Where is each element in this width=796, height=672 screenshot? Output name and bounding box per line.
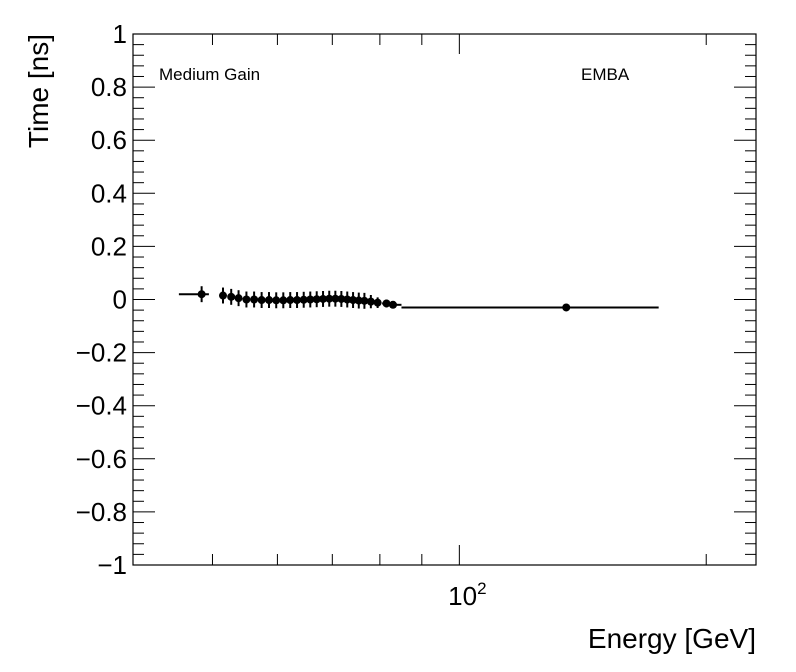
- data-points: [178, 286, 659, 312]
- data-point: [312, 291, 321, 308]
- point-marker: [286, 296, 295, 305]
- data-point: [286, 292, 295, 308]
- point-marker: [299, 295, 308, 304]
- point-marker: [337, 294, 346, 303]
- annotation-partition: EMBA: [581, 65, 630, 84]
- data-point: [272, 292, 281, 309]
- y-tick-label: 0.2: [91, 231, 127, 261]
- data-point: [227, 288, 236, 305]
- point-marker: [331, 294, 340, 303]
- point-marker: [293, 296, 302, 305]
- data-point: [319, 291, 328, 307]
- data-point: [331, 290, 340, 307]
- point-marker: [366, 297, 375, 306]
- y-tick-label: −0.4: [76, 391, 127, 421]
- point-marker: [265, 296, 274, 305]
- annotation-gain: Medium Gain: [159, 65, 260, 84]
- x-tick-label-100: 102: [448, 579, 486, 611]
- data-point: [242, 291, 251, 308]
- point-marker: [197, 290, 206, 299]
- point-marker: [227, 292, 236, 301]
- y-tick-label: −0.8: [76, 497, 127, 527]
- point-marker: [279, 296, 288, 305]
- data-point: [178, 286, 209, 303]
- data-point: [265, 292, 274, 308]
- point-marker: [360, 296, 369, 305]
- data-point: [343, 291, 352, 308]
- data-point: [257, 292, 266, 308]
- y-axis-ticks: −1 −0.8 −0.6 −0.4 −0.2 0 0.2 0.4 0.6 0.8 1: [76, 19, 756, 580]
- data-point: [279, 292, 288, 309]
- y-tick-label: −0.2: [76, 338, 127, 368]
- point-marker: [257, 296, 266, 305]
- x-axis-ticks: [132, 34, 707, 565]
- data-point: [293, 292, 302, 308]
- point-marker: [219, 291, 228, 300]
- point-marker: [343, 295, 352, 304]
- point-marker: [272, 296, 281, 305]
- point-marker: [312, 295, 321, 304]
- data-point: [250, 291, 259, 308]
- x-tick-label-exponent: 2: [477, 579, 486, 598]
- data-point: [354, 292, 363, 309]
- data-point: [360, 292, 369, 309]
- y-tick-label: 0: [113, 285, 127, 315]
- point-marker: [319, 294, 328, 303]
- x-tick-label-base: 10: [448, 581, 477, 611]
- data-point: [219, 287, 228, 304]
- point-marker: [373, 298, 382, 307]
- point-marker: [306, 295, 315, 304]
- x-axis-title: Energy [GeV]: [588, 623, 756, 654]
- point-marker: [354, 296, 363, 305]
- data-point: [337, 291, 346, 307]
- data-point: [299, 291, 308, 308]
- point-marker: [382, 299, 391, 308]
- data-point: [373, 297, 382, 308]
- y-tick-label: 0.8: [91, 72, 127, 102]
- point-marker: [388, 300, 397, 309]
- y-axis-title: Time [ns]: [23, 34, 54, 148]
- point-marker: [234, 294, 243, 303]
- y-tick-label: 0.6: [91, 125, 127, 155]
- point-marker: [242, 295, 251, 304]
- point-marker: [250, 295, 259, 304]
- y-tick-label: −0.6: [76, 444, 127, 474]
- y-tick-label: −1: [97, 550, 127, 580]
- point-marker: [325, 294, 334, 303]
- y-tick-label: 1: [113, 19, 127, 49]
- data-point: [366, 294, 375, 309]
- y-tick-label: 0.4: [91, 178, 127, 208]
- data-point: [306, 291, 315, 308]
- point-marker: [562, 303, 571, 312]
- data-point: [401, 303, 659, 312]
- data-point: [234, 290, 243, 307]
- data-point: [388, 300, 402, 309]
- data-point: [325, 290, 334, 307]
